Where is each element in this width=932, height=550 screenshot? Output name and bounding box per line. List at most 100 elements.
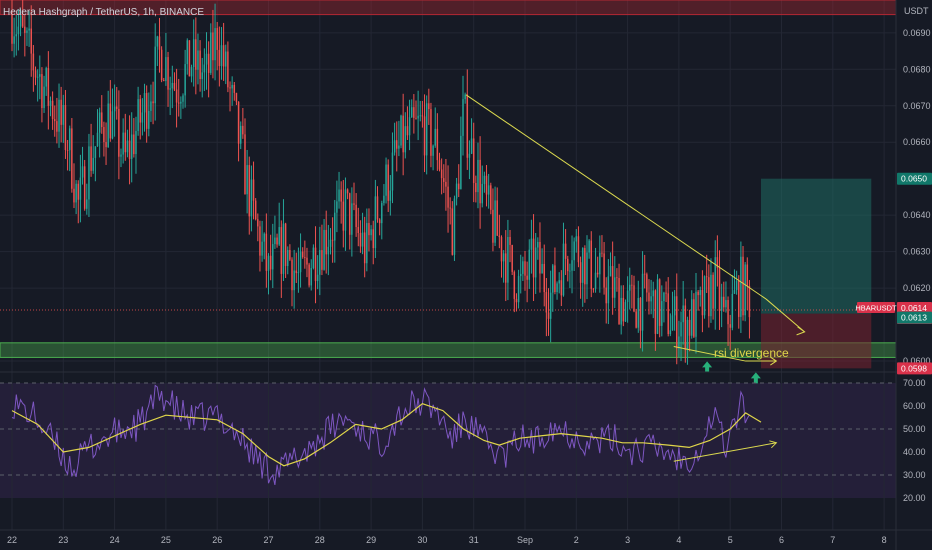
- candle-body: [54, 119, 56, 122]
- candle-body: [451, 208, 454, 255]
- candle-body: [710, 274, 712, 317]
- price-tick-label: 0.0660: [903, 137, 931, 147]
- lower-trendline-arrowhead: [770, 356, 778, 366]
- target-price-label-text: 0.0650: [901, 174, 927, 184]
- candle-body: [695, 291, 697, 337]
- candle-body: [744, 264, 746, 316]
- candle-body: [319, 250, 321, 275]
- candle-body: [115, 106, 118, 109]
- candle-body: [669, 330, 672, 335]
- candle-body: [443, 178, 445, 182]
- time-tick-label: 29: [366, 535, 376, 545]
- candle-body: [477, 159, 479, 193]
- candle-body: [49, 100, 52, 106]
- candle-body: [276, 237, 278, 245]
- candle-body: [699, 289, 702, 296]
- rsi-axis[interactable]: 70.00 60.00 50.00 40.00 30.00 20.00: [903, 378, 926, 503]
- candle-body: [158, 36, 161, 50]
- candle-body: [113, 106, 116, 112]
- candle-body: [207, 53, 210, 73]
- candle-body: [79, 177, 82, 200]
- candle-body: [410, 107, 413, 118]
- candle-body: [261, 241, 263, 256]
- candle-body: [667, 293, 669, 335]
- candle-body: [141, 112, 144, 123]
- long-position-tool[interactable]: [0, 178, 896, 369]
- candle-body: [21, 15, 24, 27]
- candle-body: [725, 300, 727, 308]
- candle-body: [39, 74, 41, 77]
- time-tick-label: 28: [315, 535, 325, 545]
- trendline-arrow[interactable]: [765, 298, 805, 333]
- candle-body: [479, 159, 481, 204]
- candle-body: [641, 273, 644, 331]
- candle-body: [633, 285, 635, 312]
- candle-body: [652, 290, 654, 297]
- candle-body: [498, 235, 501, 238]
- rsi-divergence-annotation: rsi divergence: [714, 346, 789, 360]
- candle-body: [128, 140, 131, 159]
- candle-body: [690, 299, 693, 336]
- candle-body: [41, 74, 43, 109]
- ticker-tag-bg: [857, 302, 895, 313]
- descending-trendline[interactable]: [465, 94, 767, 300]
- rsi-tick-label: 20.00: [903, 493, 926, 503]
- candle-body: [569, 270, 571, 272]
- candle-body: [686, 319, 689, 350]
- candle-body: [357, 227, 360, 234]
- candle-body: [83, 166, 86, 209]
- candle-body: [620, 297, 622, 325]
- stop-zone[interactable]: [760, 313, 872, 369]
- candle-body: [139, 99, 141, 123]
- candle-body: [729, 324, 731, 328]
- candle-body: [393, 140, 396, 153]
- candle-body: [481, 183, 483, 204]
- time-tick-label: 26: [212, 535, 222, 545]
- candle-body: [214, 28, 216, 61]
- lower-trendline[interactable]: [673, 345, 777, 362]
- candle-body: [321, 250, 323, 270]
- candle-body: [470, 138, 473, 154]
- candle-body: [30, 28, 32, 54]
- current-price-label-text: 0.0614: [901, 303, 927, 313]
- candle-body: [101, 112, 103, 128]
- candle-body: [419, 115, 422, 117]
- time-axis[interactable]: 22 23 24 25 26 27 28 29 30 31 Sep 2 3 4 5 6 7 8: [7, 535, 887, 545]
- candle-body: [616, 277, 618, 279]
- candle-body: [361, 232, 364, 247]
- rsi-tick-label: 40.00: [903, 447, 926, 457]
- candle-body: [344, 189, 347, 231]
- candle-body: [267, 255, 270, 271]
- candle-body: [242, 125, 244, 135]
- candle-body: [705, 276, 708, 278]
- candle-body: [212, 32, 214, 61]
- candle-body: [430, 109, 432, 156]
- chart-title: Hedera Hashgraph / TetherUS, 1h, BINANCE: [3, 7, 204, 18]
- price-tick-label: 0.0670: [903, 101, 931, 111]
- rsi-pane: [0, 382, 896, 486]
- candle-body: [513, 271, 516, 299]
- candle-body: [88, 146, 90, 200]
- drawings[interactable]: [465, 94, 806, 384]
- candle-body: [259, 226, 261, 256]
- rsi-divergence-line: [673, 442, 777, 462]
- candle-body: [432, 145, 434, 156]
- candle-body: [282, 223, 285, 274]
- candle-body: [105, 142, 107, 148]
- ticker-price-label: HBARUSDT: [855, 302, 897, 313]
- candle-body: [359, 233, 362, 247]
- candle-body: [306, 257, 308, 265]
- candle-body: [511, 244, 513, 272]
- candle-body: [248, 165, 251, 217]
- candle-body: [175, 89, 178, 103]
- candle-body: [145, 93, 148, 129]
- price-axis[interactable]: 0.0690 0.0680 0.0670 0.0660 0.0640 0.0630 0.06…: [903, 28, 931, 366]
- candle-body: [603, 253, 605, 288]
- candle-body: [370, 229, 372, 236]
- candle-body: [205, 53, 208, 65]
- candle-body: [599, 252, 601, 275]
- target-zone[interactable]: [760, 178, 872, 314]
- time-tick-label: 22: [7, 535, 17, 545]
